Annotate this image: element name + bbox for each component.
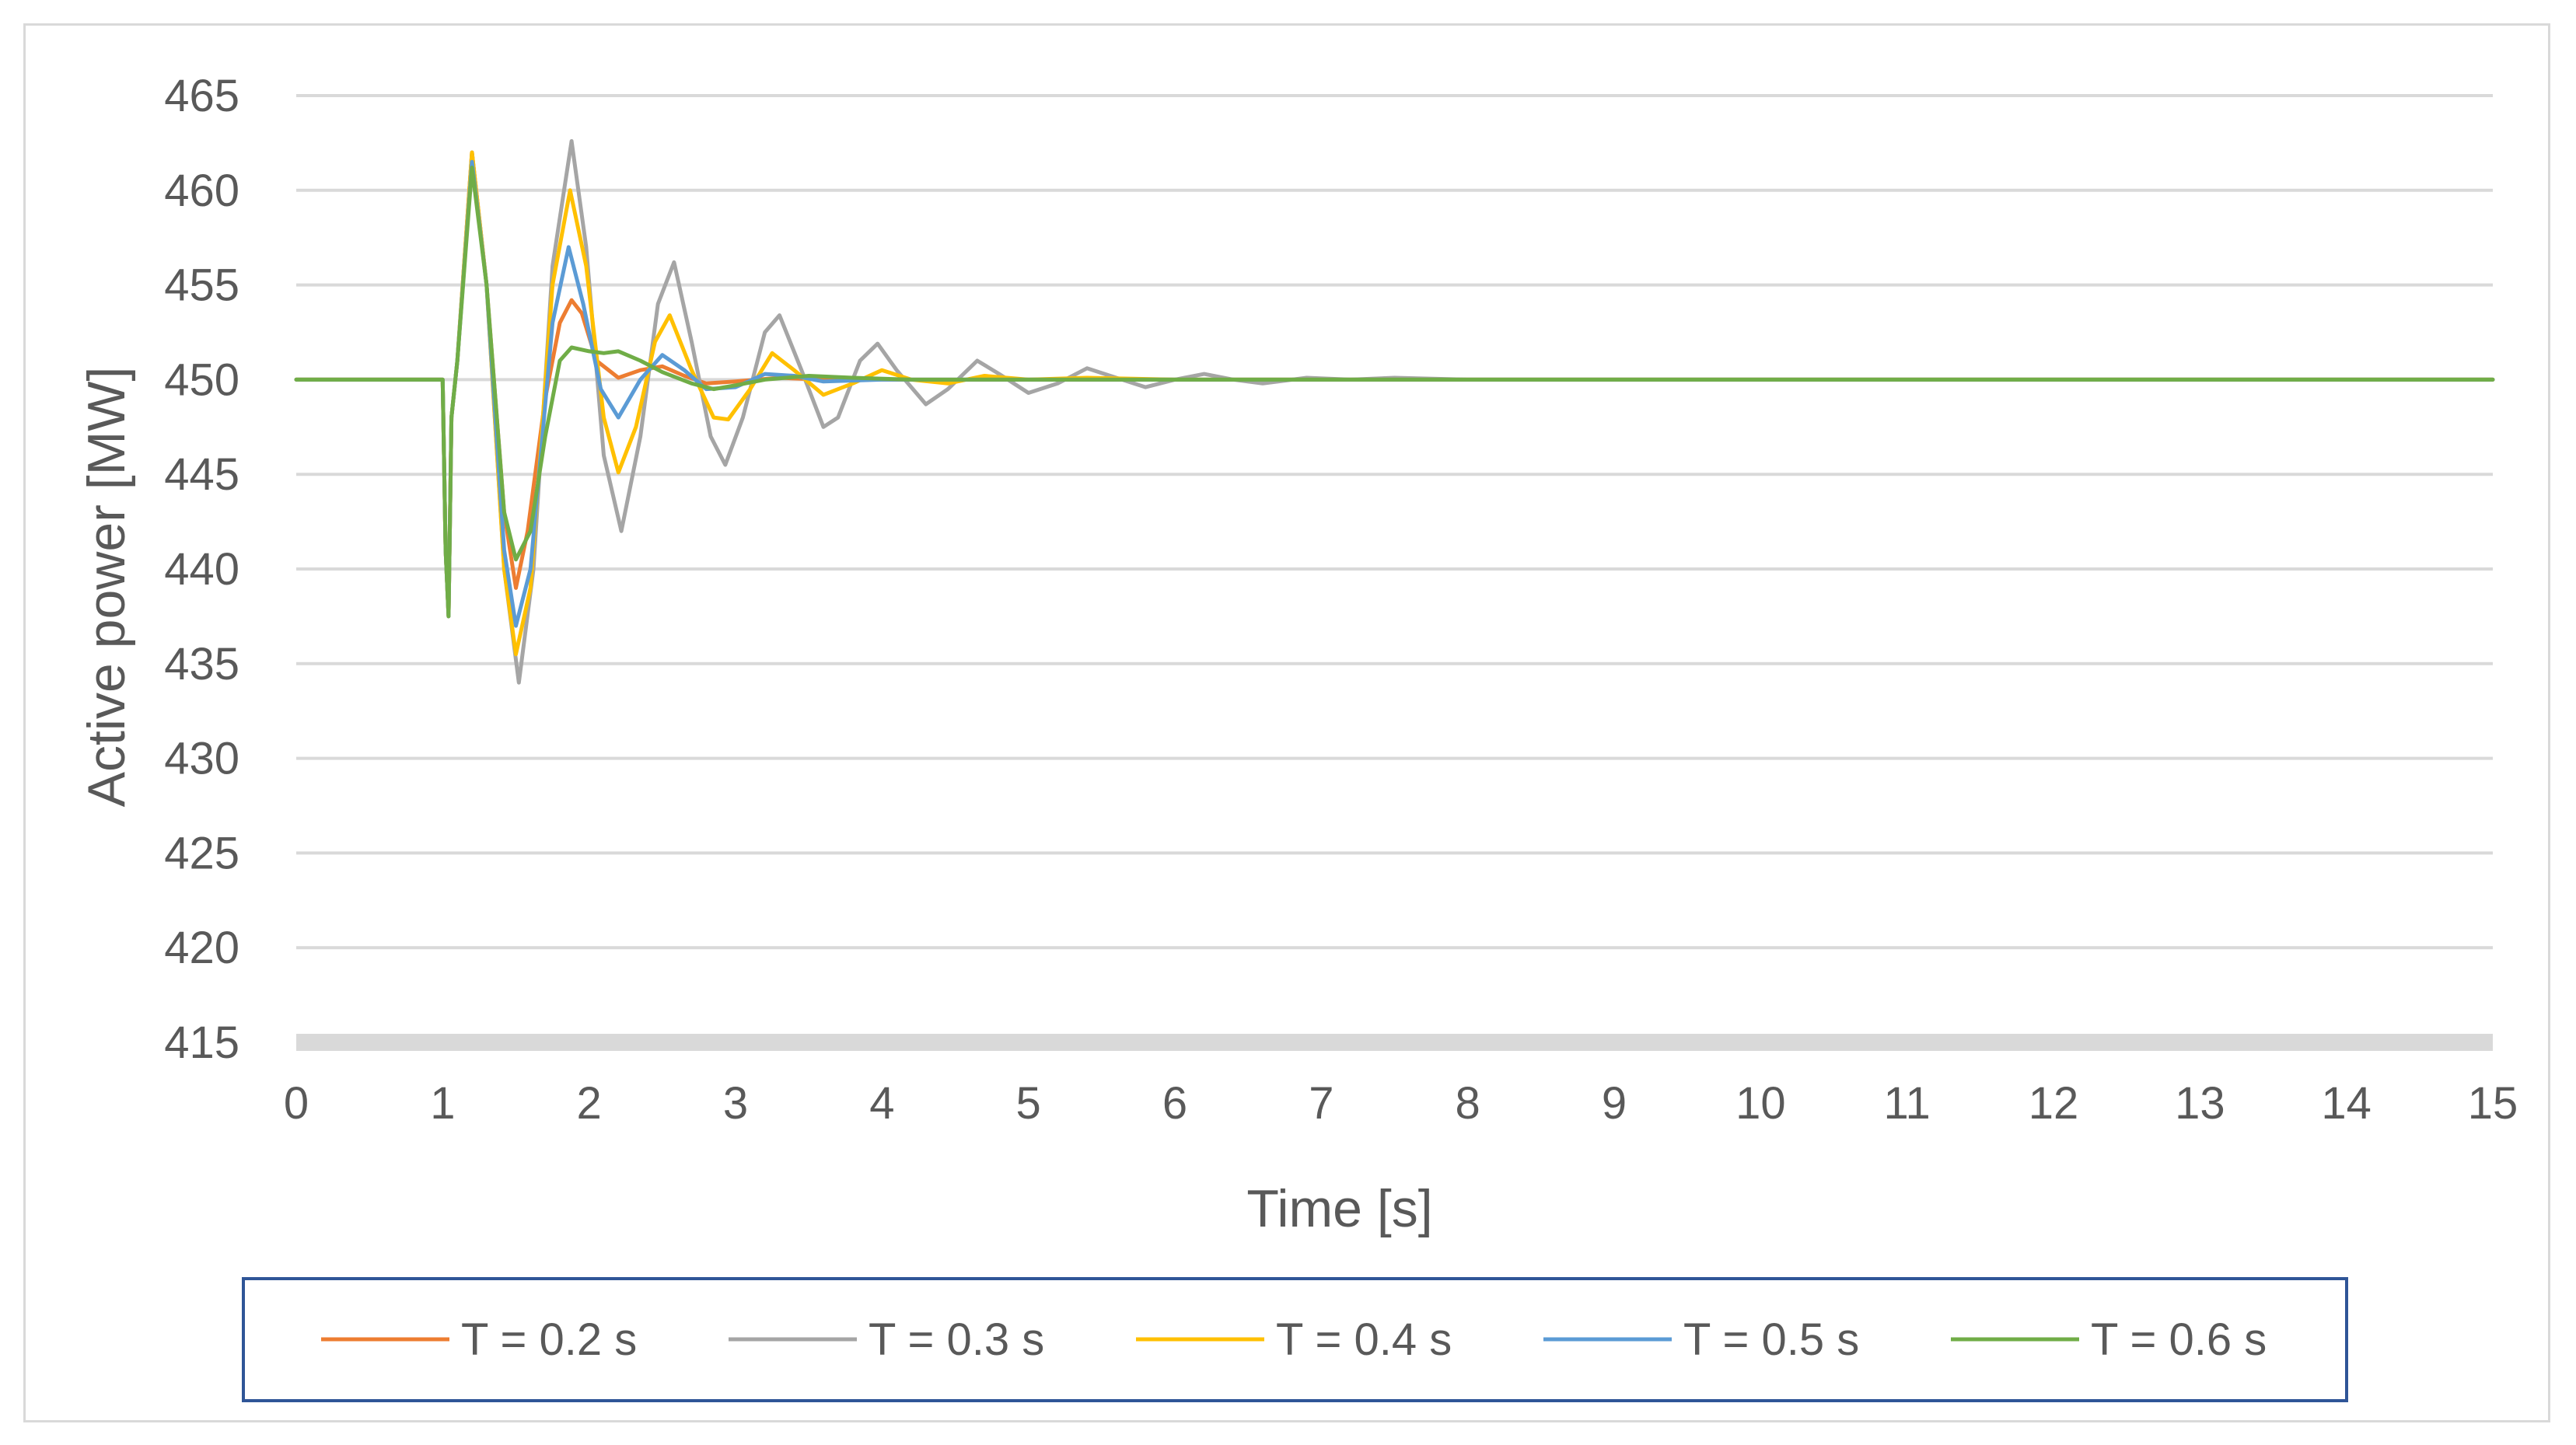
x-tick-label: 3 [723, 1078, 748, 1129]
x-tick-label: 13 [2175, 1078, 2225, 1129]
x-tick-labels: 0 1 2 3 4 5 6 7 8 9 10 11 12 13 14 15 [284, 1078, 2518, 1129]
x-tick-label: 11 [1884, 1078, 1931, 1129]
y-tick-label: 460 [164, 166, 239, 216]
y-tick-label: 455 [164, 260, 239, 311]
x-tick-label: 12 [2029, 1078, 2079, 1129]
series-line-4 [294, 159, 2495, 628]
y-axis-title: Active power [MW] [77, 367, 136, 808]
legend-label-2: T = 0.3 s [869, 1314, 1044, 1365]
y-tick-label: 440 [164, 544, 239, 595]
y-tick-label: 430 [164, 734, 239, 784]
y-tick-label: 425 [164, 828, 239, 878]
y-tick-labels: 415 420 425 430 435 440 445 450 455 460 465 [164, 71, 239, 1068]
series-layer [294, 139, 2495, 685]
x-tick-label: 9 [1602, 1078, 1627, 1129]
legend: T = 0.2 s T = 0.3 s T = 0.4 s T = 0.5 s T = … [242, 1277, 2348, 1402]
x-tick-label: 2 [577, 1078, 602, 1129]
legend-label-1: T = 0.2 s [461, 1314, 637, 1365]
y-tick-label: 465 [164, 71, 239, 121]
legend-label-4: T = 0.5 s [1683, 1314, 1859, 1365]
y-tick-label: 450 [164, 354, 239, 405]
x-tick-label: 5 [1016, 1078, 1041, 1129]
x-tick-label: 10 [1735, 1078, 1786, 1129]
x-tick-label: 1 [430, 1078, 455, 1129]
x-tick-label: 0 [284, 1078, 309, 1129]
series-line-2 [294, 139, 2495, 685]
x-axis-band [296, 1034, 2493, 1051]
y-tick-label: 445 [164, 449, 239, 500]
x-tick-label: 7 [1309, 1078, 1333, 1129]
x-tick-label: 8 [1456, 1078, 1480, 1129]
x-tick-label: 14 [2321, 1078, 2372, 1129]
series-line-5 [294, 166, 2495, 619]
y-tick-label: 435 [164, 639, 239, 689]
legend-label-3: T = 0.4 s [1276, 1314, 1452, 1365]
series-line-1 [294, 150, 2495, 619]
x-tick-label: 4 [869, 1078, 894, 1129]
x-tick-label: 15 [2468, 1078, 2518, 1129]
x-tick-label: 6 [1162, 1078, 1187, 1129]
x-axis-title: Time [s] [1246, 1179, 1432, 1238]
gridlines [296, 94, 2493, 950]
y-tick-label: 420 [164, 923, 239, 973]
legend-label-5: T = 0.6 s [2091, 1314, 2267, 1365]
y-tick-label: 415 [164, 1017, 239, 1068]
